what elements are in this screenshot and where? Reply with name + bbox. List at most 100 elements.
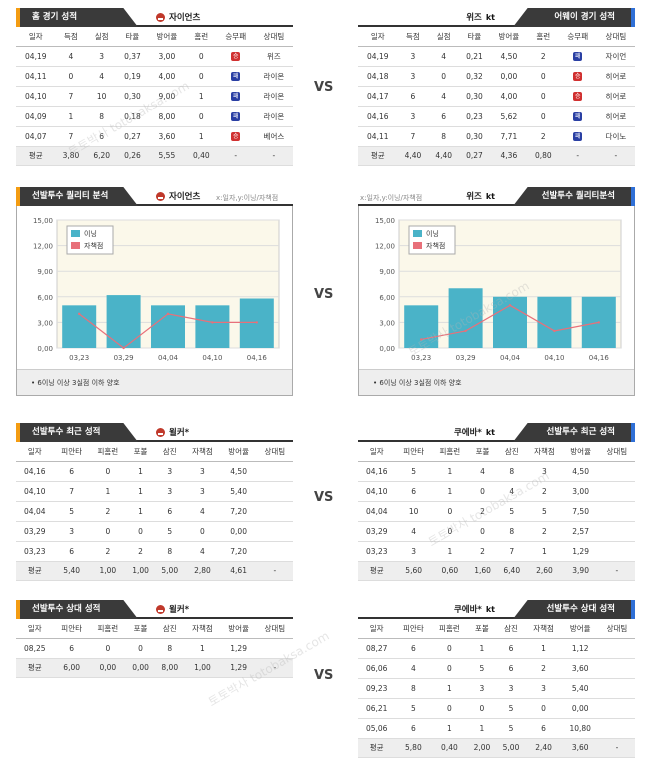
table-cell: 3 [184, 481, 221, 502]
column-header: 자책점 [184, 442, 221, 462]
table-cell: 5 [496, 698, 526, 719]
table-cell: 1 [526, 541, 563, 562]
column-header: 상대팀 [598, 442, 635, 462]
quality-chart-left: 0,00 3,00 6,00 9,00 12,00 15,00 03,23 03,29 04,0… [33, 217, 280, 362]
table-row: 04,09 1 8 0,18 8,00 0 패 라이온 [16, 106, 293, 127]
table-cell: 0 [185, 46, 217, 67]
table-cell [598, 718, 635, 739]
table-cell: 1 [89, 481, 126, 502]
column-header: 피안타 [53, 442, 90, 462]
quality-note-text-left: 6이닝 이상 3실점 이하 양호 [37, 379, 120, 387]
average-cell: 6,00 [53, 658, 90, 678]
table-cell: 8 [155, 541, 185, 562]
result-cell: 승 [558, 86, 597, 107]
average-cell: 4,40 [428, 146, 460, 166]
bar-innings [106, 295, 141, 348]
point-earned-runs [420, 338, 423, 341]
lotte-logo-icon [156, 12, 165, 22]
point-earned-runs [508, 304, 512, 307]
bar-innings [195, 305, 230, 348]
table-cell: 0 [185, 106, 217, 127]
table-cell: 3 [397, 46, 429, 67]
table-cell: 0 [125, 638, 156, 659]
vs-label: VS [314, 668, 334, 683]
table-header: 일자 득점 실점 타율 방어율 홈런 승무패 상대팀 [16, 27, 293, 47]
column-header: 일자 [358, 442, 396, 462]
table-cell: 04,11 [358, 126, 398, 147]
quality-team-name-right: 위즈 [466, 192, 482, 202]
column-header: 포볼 [125, 619, 156, 639]
table-row: 04,04 5 2 1 6 4 7,20 [16, 501, 293, 522]
vs-label: VS [314, 490, 334, 505]
table-cell: 10 [86, 86, 118, 107]
x-tick-label: 03,23 [69, 354, 89, 362]
table-cell: 08,27 [358, 638, 396, 659]
average-row: 평균 5,60 0,60 1,60 6,40 2,60 3,90- [358, 561, 635, 581]
point-earned-runs [255, 321, 258, 324]
quality-tab-left: 선발투수 퀄리티 분석 [16, 187, 138, 206]
matchup-panel-left: 선발투수 상대 성적 윌커* 일자 피안타 피홈런 포볼 삼진 자책점 방어율 상대팀 08,2… [16, 600, 293, 678]
x-tick-label: 03,29 [114, 354, 134, 362]
column-header: 홈런 [185, 27, 217, 47]
y-tick-label: 3,00 [379, 319, 395, 327]
recent-table-left: 일자 피안타 피홈런 포볼 삼진 자책점 방어율 상대팀 04,16 6 0 1 3 3 4,50 04,10… [16, 442, 293, 581]
table-cell: 2,57 [562, 521, 599, 542]
quality-note-left: • 6이닝 이상 3실점 이하 양호 [17, 369, 292, 395]
table-cell: 3 [53, 521, 90, 542]
home-team: 자이언츠 [156, 11, 200, 23]
column-header: 피안타 [53, 619, 90, 639]
average-cell: 0,60 [431, 561, 468, 581]
table-cell: 1 [185, 126, 217, 147]
table-row: 04,18 3 0 0,32 0,00 0 승 히어로 [358, 66, 635, 87]
legend-label-earned-runs: 자책점 [84, 241, 103, 250]
table-cell: 04,19 [16, 46, 56, 67]
table-cell: 5,62 [489, 106, 528, 127]
table-cell: 0 [431, 658, 468, 679]
average-cell: 2,60 [526, 561, 563, 581]
table-cell: 6 [525, 718, 562, 739]
table-cell: 7,50 [562, 501, 599, 522]
table-cell: 1,29 [220, 638, 257, 659]
table-cell: 03,23 [358, 541, 396, 562]
x-tick-label: 04,16 [589, 354, 610, 362]
bar-innings [151, 305, 185, 348]
recent-tab-right: 선발투수 최근 성적 [513, 423, 635, 442]
table-cell: 0 [89, 461, 126, 482]
table-cell: 5 [53, 501, 90, 522]
table-cell: 0 [431, 521, 468, 542]
table-cell: 히어로 [596, 86, 635, 107]
average-cell: 0,80 [527, 146, 559, 166]
table-cell: 3 [496, 678, 526, 699]
column-header: 포볼 [125, 442, 156, 462]
quality-panel-right: 선발투수 퀄리티분석 위즈 kt x:일자,y:이닝/자책점 0,00 3,00 6,… [358, 187, 635, 396]
table-cell: 0 [431, 501, 468, 522]
table-cell: 4 [467, 461, 498, 482]
average-cell: 5,80 [395, 738, 432, 758]
table-cell: 0,18 [117, 106, 148, 127]
recent-pitcher-left: 윌커* [169, 428, 190, 438]
average-row: 평균 4,40 4,40 0,27 4,36 0,80- - [358, 146, 635, 166]
quality-team-left: 자이언츠 [156, 190, 200, 202]
legend-label-innings: 이닝 [84, 229, 97, 238]
table-row: 04,04 10 0 2 5 5 7,50 [358, 501, 635, 522]
result-badge: 패 [573, 132, 583, 141]
table-cell: 2 [527, 126, 559, 147]
average-cell: 0,40 [185, 146, 217, 166]
table-row: 04,10 6 1 0 4 2 3,00 [358, 481, 635, 502]
table-cell: 1 [55, 106, 87, 127]
table-cell: 4,00 [147, 66, 186, 87]
column-header: 상대팀 [596, 27, 635, 47]
average-cell: - [256, 561, 293, 581]
average-row: 평균 5,40 1,00 1,00 5,00 2,80 4,61- [16, 561, 293, 581]
table-cell: 4 [184, 541, 221, 562]
table-cell: 8 [428, 126, 460, 147]
table-cell: 1 [467, 638, 497, 659]
table-cell: 04,16 [358, 106, 398, 127]
average-cell: 1,00 [125, 561, 156, 581]
matchup-panel-right: 선발투수 상대 성적 쿠에바* kt 일자 피안타 피홈런 포볼 삼진 자책점 방어율 상대팀 0… [358, 600, 635, 758]
table-header: 일자 피안타 피홈런 포볼 삼진 자책점 방어율 상대팀 [16, 442, 293, 462]
column-header: 상대팀 [256, 619, 293, 639]
table-cell: 5 [497, 501, 527, 522]
table-cell: 4 [395, 521, 432, 542]
table-cell: 3 [86, 46, 118, 67]
